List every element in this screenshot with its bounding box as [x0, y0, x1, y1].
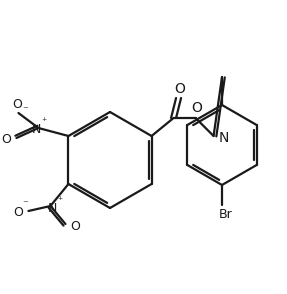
Text: N: N: [32, 123, 41, 136]
Text: O: O: [71, 220, 80, 233]
Text: ⁻: ⁻: [22, 105, 28, 115]
Text: O: O: [191, 101, 202, 115]
Text: N: N: [218, 131, 229, 145]
Text: O: O: [1, 133, 11, 146]
Text: ⁻: ⁻: [22, 199, 28, 209]
Text: O: O: [13, 206, 23, 218]
Text: Br: Br: [219, 208, 233, 221]
Text: N: N: [48, 201, 57, 215]
Text: ⁺: ⁺: [41, 117, 46, 127]
Text: O: O: [13, 98, 22, 111]
Text: O: O: [174, 82, 185, 96]
Text: ⁺: ⁺: [57, 196, 62, 206]
